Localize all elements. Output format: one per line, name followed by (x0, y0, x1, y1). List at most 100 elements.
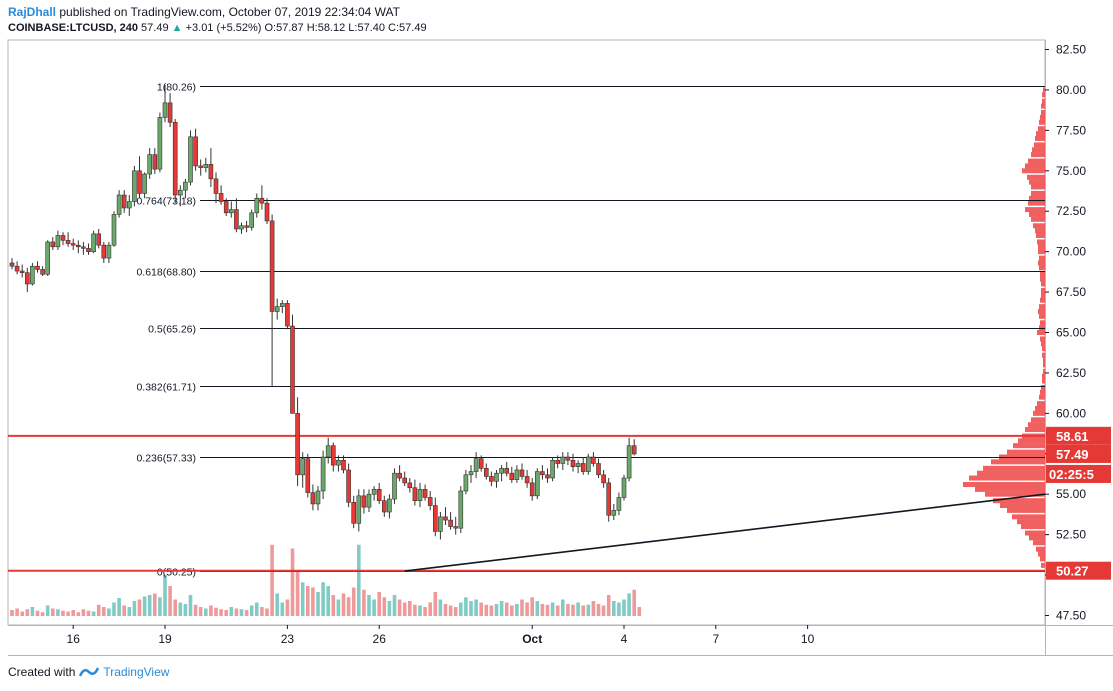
volume-bar (153, 593, 157, 616)
candle (320, 450, 326, 500)
candle (96, 229, 101, 249)
candle (601, 469, 606, 488)
volume-profile-bar (1043, 357, 1045, 363)
candle (489, 471, 494, 487)
volume-bar (219, 609, 223, 616)
volume-bar (81, 609, 86, 616)
candle-body (249, 212, 254, 228)
time-tick-label: Oct (522, 632, 542, 646)
candle-body (45, 241, 51, 275)
candle-body (407, 482, 413, 489)
candle-body (310, 492, 316, 505)
candle (35, 261, 40, 273)
candle (76, 240, 81, 254)
volume-profile-bar (1037, 401, 1045, 407)
candle (101, 241, 107, 263)
volume-bar (209, 605, 213, 616)
candle (483, 463, 489, 480)
volume-bar (71, 610, 75, 616)
candle-body (269, 220, 275, 312)
volume-profile-bar (1043, 362, 1045, 368)
candle-body (606, 482, 612, 516)
time-tick-label: 23 (281, 632, 295, 646)
volume-bar (275, 593, 279, 616)
volume-profile-bar (1033, 410, 1045, 416)
volume-bar (300, 582, 305, 616)
line-price-label: 50.27 (1056, 564, 1089, 579)
candle-body (621, 477, 627, 498)
candle (244, 220, 249, 233)
author-name[interactable]: RajDhall (8, 5, 57, 19)
candle (626, 437, 632, 482)
candle-body (330, 445, 336, 466)
volume-profile-bar (1037, 330, 1045, 335)
candle-body (65, 240, 71, 244)
candle (106, 241, 112, 263)
candle-body (106, 244, 112, 259)
candle-body (361, 495, 367, 508)
candle (468, 465, 474, 483)
candle-body (336, 459, 341, 466)
volume-bar (102, 607, 106, 616)
volume-profile-bar (1041, 110, 1045, 116)
candle-body (631, 445, 637, 455)
candle-body (468, 471, 474, 476)
horizontal-lines (8, 434, 1045, 572)
candle (524, 469, 530, 488)
candle-body (387, 498, 392, 513)
fib-label: 0.382(61.71) (136, 382, 196, 394)
candle-body (188, 136, 193, 183)
candle (203, 157, 209, 173)
candle (596, 458, 601, 479)
candle-body (147, 154, 152, 175)
time-tick-label: 16 (67, 632, 81, 646)
candle-body (448, 519, 453, 527)
volume-bar (367, 595, 371, 616)
candle-body (402, 477, 408, 484)
candle-body (422, 489, 428, 498)
volume-bar (489, 605, 494, 616)
candle (234, 198, 239, 233)
line-price-label-bg (1046, 426, 1111, 445)
candle (585, 453, 591, 475)
candle-body (611, 510, 617, 516)
candle (580, 457, 586, 475)
trendline-line[interactable] (404, 493, 1046, 572)
volume-profile-bar (1040, 556, 1045, 562)
candle (443, 507, 448, 525)
candle-body (483, 468, 489, 477)
volume-profile-bar (1031, 152, 1045, 158)
candle-body (24, 272, 30, 285)
candle-body (157, 117, 163, 170)
candle (540, 465, 545, 480)
volume-bar (397, 599, 402, 616)
candle-body (229, 209, 234, 214)
candle (40, 266, 45, 276)
volume-profile-bar (1041, 384, 1045, 390)
volume-bar (112, 602, 116, 616)
volume-profile-bar (1021, 524, 1045, 530)
last-price-label-bg (1046, 444, 1111, 463)
volume-bar (372, 599, 376, 616)
candles (9, 85, 637, 540)
volume-bar (499, 601, 504, 616)
candle-body (341, 459, 346, 471)
volume-bar (198, 607, 203, 616)
candle (356, 489, 362, 532)
volume-bar (632, 589, 636, 616)
candle-body (198, 165, 203, 168)
candle (381, 495, 387, 517)
fib-label: 0.618(68.80) (136, 267, 196, 279)
fibonacci-levels: 1(80.26) 0.764(73.18) 0.618(68.80) 0.5(65.2… (136, 82, 1045, 579)
volume-bar (127, 607, 132, 616)
tradingview-brand[interactable]: TradingView (103, 665, 170, 679)
volume-bar (530, 597, 534, 616)
candle (529, 478, 535, 501)
candle-body (19, 270, 25, 273)
candle (458, 486, 464, 534)
candle-body (218, 193, 224, 202)
volume-bar (244, 610, 249, 616)
volume-bar (132, 601, 137, 616)
candle-body (285, 303, 290, 327)
